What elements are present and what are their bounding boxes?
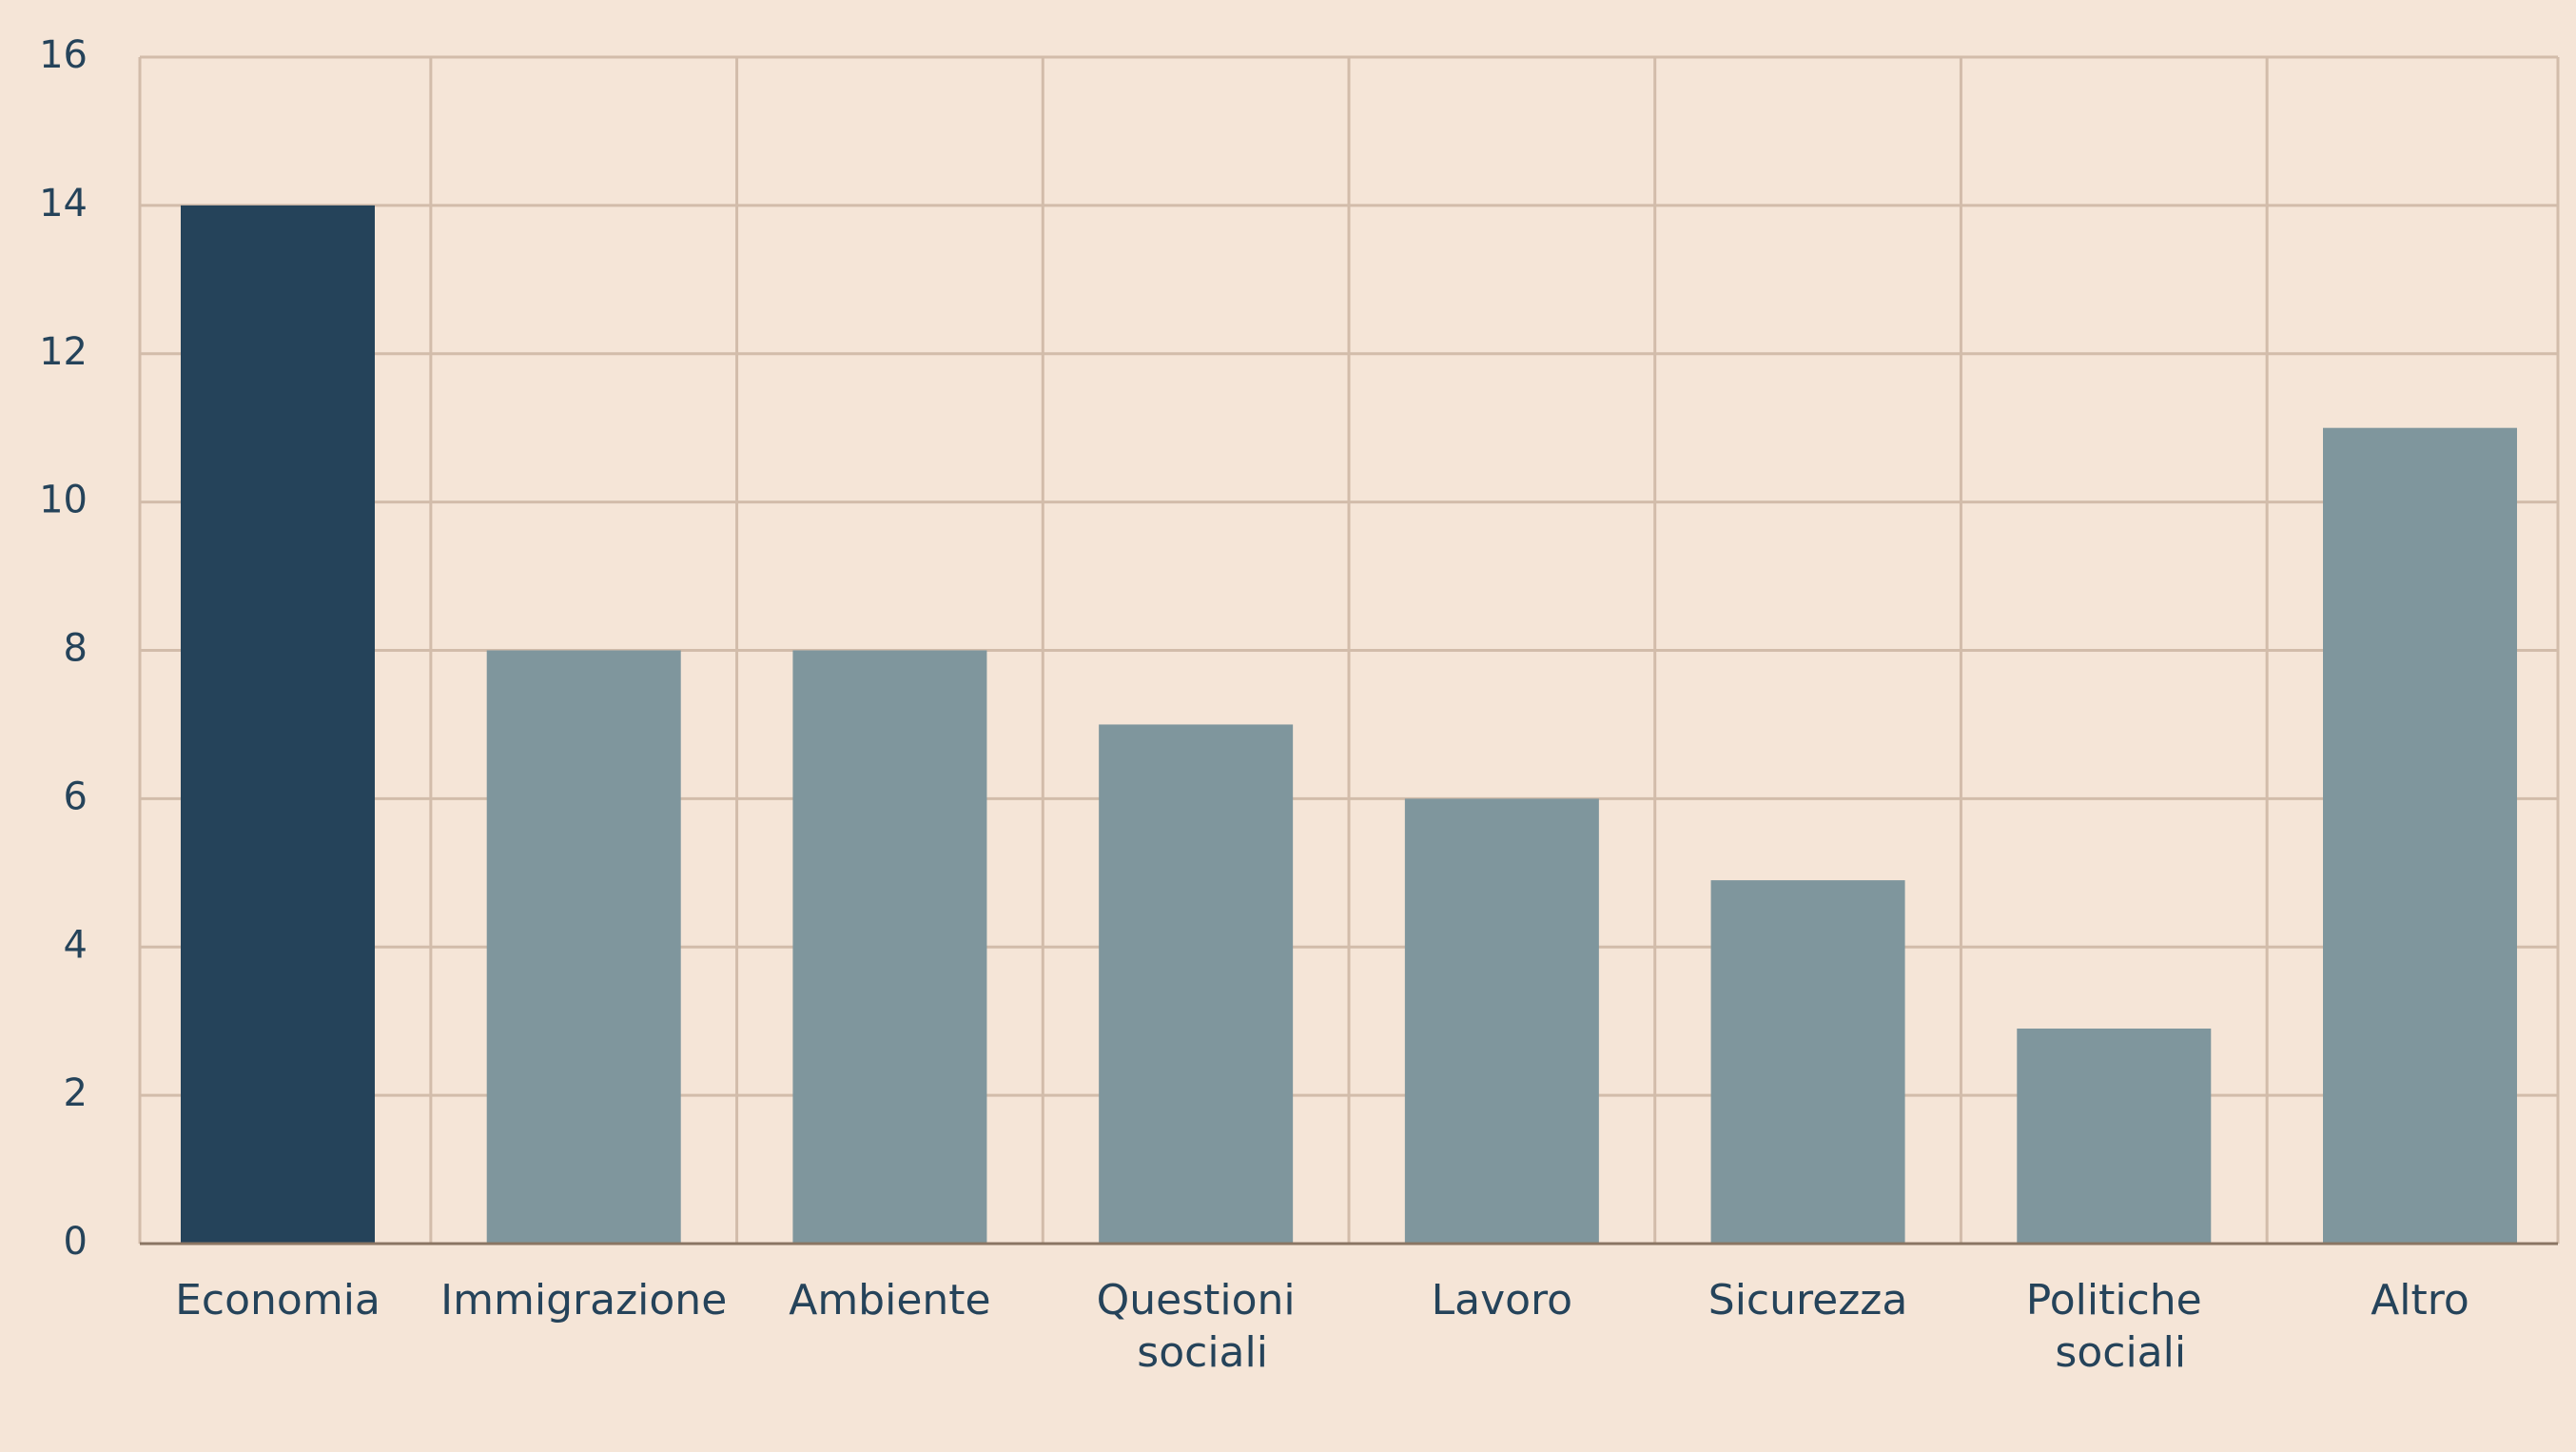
bar	[486, 650, 681, 1244]
y-tick-label: 14	[39, 182, 88, 226]
x-tick-label: Altro	[2371, 1276, 2469, 1324]
y-tick-label: 16	[39, 33, 88, 77]
bar	[1099, 724, 1294, 1244]
y-tick-label: 2	[64, 1071, 88, 1115]
bar	[792, 650, 987, 1244]
y-tick-label: 12	[39, 330, 88, 374]
bar	[2017, 1028, 2212, 1244]
x-tick-label: Economia	[175, 1276, 381, 1324]
bar	[1404, 798, 1599, 1244]
y-tick-label: 10	[39, 479, 88, 522]
x-tick-label: Sicurezza	[1708, 1276, 1908, 1324]
y-tick-label: 6	[64, 775, 88, 818]
x-tick-label: Ambiente	[789, 1276, 990, 1324]
bar	[2323, 427, 2517, 1244]
bar	[1710, 880, 1905, 1244]
x-tick-label: Lavoro	[1432, 1276, 1572, 1324]
y-tick-label: 8	[64, 627, 88, 671]
x-tick-label: Questioni sociali	[1097, 1276, 1296, 1377]
bar	[181, 205, 375, 1244]
y-tick-label: 0	[64, 1220, 88, 1264]
x-tick-label: Politiche sociali	[2026, 1276, 2202, 1377]
y-tick-label: 4	[64, 923, 88, 967]
x-tick-label: Immigrazione	[440, 1276, 727, 1324]
